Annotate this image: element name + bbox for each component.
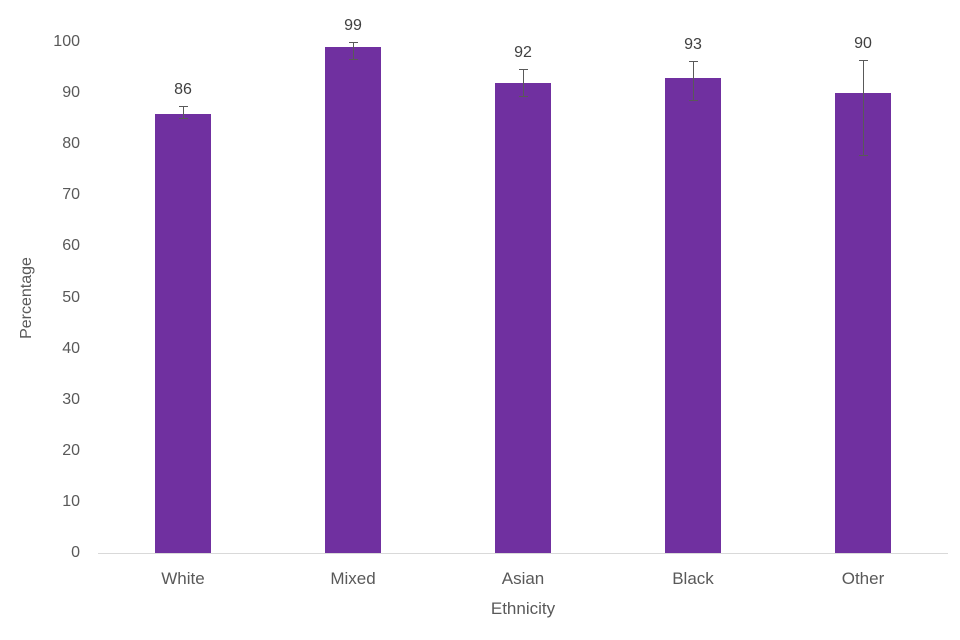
error-bar-cap-top — [178, 106, 188, 108]
error-bar-cap-top — [688, 60, 698, 62]
bar — [325, 47, 381, 553]
bar — [155, 113, 211, 553]
y-tick-label: 100 — [53, 33, 80, 50]
error-bar-line — [692, 60, 694, 101]
error-bar-line — [182, 106, 184, 118]
error-bar-cap-bottom — [348, 58, 358, 60]
error-bar-cap-bottom — [178, 117, 188, 119]
x-category-label: Mixed — [330, 569, 376, 588]
data-label: 92 — [514, 43, 532, 61]
y-axis-tick-labels: 0 10 20 30 40 50 60 70 80 90 100 — [0, 33, 80, 561]
data-label: 90 — [854, 35, 872, 53]
bar — [665, 77, 721, 553]
error-bar-line — [352, 42, 354, 59]
error-bar-line — [522, 68, 524, 97]
x-category-label: White — [161, 569, 205, 588]
error-bar-cap-top — [348, 42, 358, 43]
data-label: 86 — [174, 81, 192, 99]
error-bar-cap-top — [518, 68, 528, 70]
y-tick-label: 50 — [62, 288, 80, 306]
y-tick-label: 80 — [62, 135, 80, 153]
x-category-label: Asian — [501, 569, 545, 588]
error-bar-cap-bottom — [858, 154, 868, 156]
x-axis-title: Ethnicity — [490, 599, 556, 618]
error-bar-cap-bottom — [688, 100, 698, 102]
bar — [495, 82, 551, 553]
plot-area: 86 White 99 Mixed 92 Asian 93 Black 90 Other — [98, 17, 948, 588]
bar — [835, 93, 891, 553]
y-tick-label: 0 — [71, 544, 80, 561]
data-label: 93 — [684, 35, 702, 53]
error-bar-cap-top — [858, 60, 868, 62]
y-tick-label: 60 — [62, 237, 80, 255]
y-tick-label: 30 — [62, 390, 80, 408]
y-tick-label: 10 — [62, 492, 80, 510]
y-tick-label: 70 — [62, 186, 80, 204]
x-category-label: Black — [672, 569, 714, 588]
x-category-label: Other — [841, 569, 885, 588]
y-tick-label: 40 — [62, 339, 80, 357]
error-bar-cap-bottom — [518, 96, 528, 98]
y-tick-label: 20 — [62, 441, 80, 459]
y-tick-label: 90 — [62, 84, 80, 102]
data-label: 99 — [344, 17, 362, 34]
error-bar-line — [862, 60, 864, 155]
